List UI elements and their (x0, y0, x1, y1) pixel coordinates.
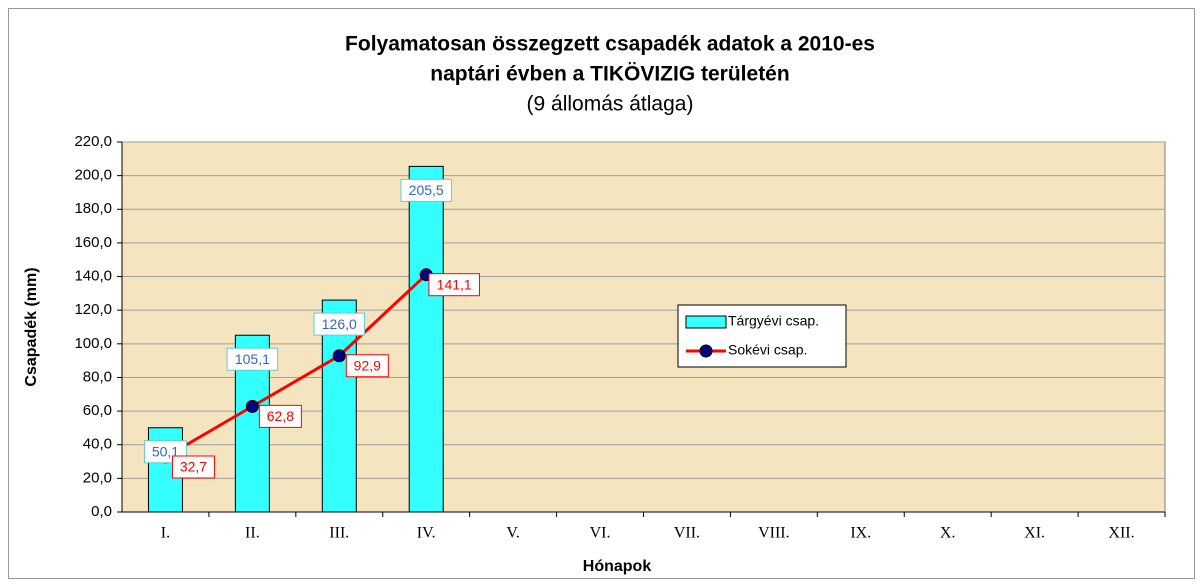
legend-label: Tárgyévi csap. (728, 313, 819, 329)
y-tick-label: 200,0 (74, 167, 112, 184)
y-tick-label: 100,0 (74, 335, 112, 352)
y-axis-label: Csapadék (mm) (23, 267, 40, 386)
chart-title: naptári évben a TIKÖVIZIG területén (430, 63, 789, 86)
marker (245, 399, 259, 413)
plot-area (121, 141, 1166, 513)
legend-swatch (685, 315, 727, 329)
value-label: 141,1 (437, 276, 472, 292)
value-label: 32,7 (180, 459, 207, 475)
value-label-box (313, 312, 366, 336)
y-tick-label: 40,0 (83, 436, 112, 453)
chart-subtitle: (9 állomás átlaga) (527, 93, 694, 116)
y-tick-label: 60,0 (83, 402, 112, 419)
y-tick-label: 220,0 (74, 133, 112, 150)
y-tick-label: 120,0 (74, 301, 112, 318)
value-label: 92,9 (354, 357, 381, 373)
x-tick-label: VII. (674, 525, 700, 542)
line (164, 273, 428, 459)
x-tick-label: XI. (1024, 525, 1045, 542)
x-axis-label: Hónapok (583, 558, 652, 575)
legend-label: Sokévi csap. (728, 342, 807, 358)
value-label-box (171, 455, 215, 479)
value-label: 205,5 (409, 182, 444, 198)
legend-marker (699, 344, 713, 358)
value-label-box (428, 273, 480, 297)
value-label: 62,8 (267, 408, 294, 424)
x-tick-label: I. (161, 525, 170, 542)
value-label: 105,1 (235, 351, 270, 367)
value-label-box (226, 347, 279, 371)
y-tick-label: 80,0 (83, 368, 112, 385)
value-label: 126,0 (322, 316, 357, 332)
value-label-box (258, 404, 302, 428)
value-label: 50,1 (152, 443, 179, 459)
x-tick-label: X. (940, 525, 956, 542)
value-label-box (345, 354, 389, 378)
y-tick-label: 160,0 (74, 234, 112, 251)
bar (408, 165, 444, 513)
x-tick-label: IV. (417, 525, 436, 542)
y-tick-label: 20,0 (83, 469, 112, 486)
x-tick-label: IX. (850, 525, 871, 542)
x-tick-label: XII. (1108, 525, 1134, 542)
x-tick-label: II. (245, 525, 260, 542)
y-tick-label: 0,0 (91, 503, 112, 520)
x-tick-label: VIII. (758, 525, 790, 542)
marker (332, 349, 346, 363)
y-tick-label: 140,0 (74, 268, 112, 285)
chart-title: Folyamatosan összegzett csapadék adatok … (345, 33, 875, 56)
x-tick-label: V. (506, 525, 520, 542)
x-tick-label: VI. (590, 525, 611, 542)
y-tick-label: 180,0 (74, 200, 112, 217)
value-label-box (400, 178, 452, 202)
x-tick-label: III. (329, 525, 349, 542)
